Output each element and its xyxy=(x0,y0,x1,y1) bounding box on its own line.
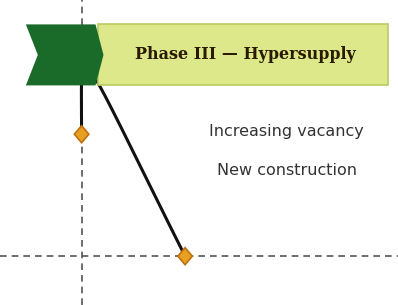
Text: Phase III — Hypersupply: Phase III — Hypersupply xyxy=(135,46,356,63)
Text: Increasing vacancy: Increasing vacancy xyxy=(209,124,364,139)
FancyBboxPatch shape xyxy=(98,24,388,85)
Polygon shape xyxy=(178,248,192,265)
Polygon shape xyxy=(26,24,103,85)
Text: New construction: New construction xyxy=(217,163,357,178)
Polygon shape xyxy=(74,126,89,143)
